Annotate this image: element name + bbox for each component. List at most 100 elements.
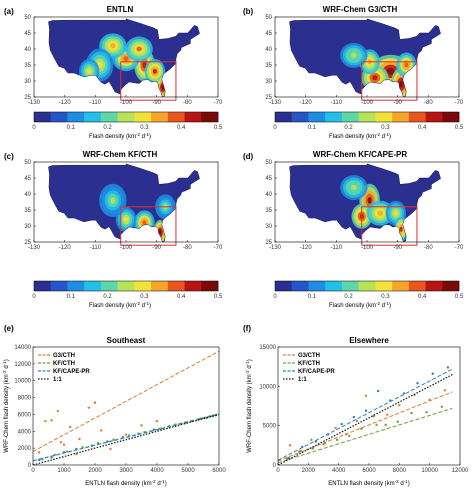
density-hotspot bbox=[142, 220, 147, 226]
legend-label: G3/CTH bbox=[298, 353, 320, 359]
y-tick-label: 50 bbox=[24, 160, 31, 166]
x-tick-label: -100 bbox=[120, 100, 133, 106]
data-point-g3-cth bbox=[59, 441, 63, 444]
data-point-kf-cth bbox=[158, 427, 162, 430]
x-tick-label: -130 bbox=[269, 245, 282, 251]
colorbar-swatch bbox=[50, 281, 68, 291]
colorbar-swatch bbox=[425, 281, 443, 291]
data-point-kf-cth bbox=[348, 434, 351, 438]
colorbar-swatch bbox=[201, 281, 219, 291]
colorbar-tick-label: 0.1 bbox=[67, 125, 76, 131]
y-tick-label: 2000 bbox=[18, 446, 32, 452]
colorbar-tick-label: 0.3 bbox=[140, 294, 149, 300]
x-tick-label: 5000 bbox=[181, 468, 195, 474]
colorbar-swatch bbox=[84, 281, 102, 291]
panel-letter: (c) bbox=[4, 152, 14, 161]
colorbar-swatch bbox=[358, 281, 376, 291]
x-tick-label: -110 bbox=[331, 245, 343, 251]
x-tick-label: -80 bbox=[424, 245, 433, 251]
map-title: WRF-Chem KF/CTH bbox=[83, 150, 158, 159]
data-point-kf-cape-pr bbox=[340, 422, 343, 426]
data-point-kf-cape-pr bbox=[352, 415, 356, 419]
colorbar-swatch bbox=[325, 112, 343, 122]
y-tick-label: 50 bbox=[265, 15, 272, 21]
data-point-kf-cth bbox=[335, 438, 339, 442]
colorbar-left: Flash density (km-2 d-1) 0 0.1 0.2 0.3 0.4 0.… bbox=[32, 111, 223, 140]
plot-content bbox=[33, 350, 219, 465]
data-point-kf-cape-pr bbox=[376, 389, 380, 393]
colorbar-tick-label: 0.2 bbox=[344, 294, 353, 300]
x-tick-label: -130 bbox=[28, 100, 41, 106]
colorbar-swatch bbox=[134, 112, 152, 122]
density-hotspot bbox=[372, 75, 378, 81]
x-tick-label: 0 bbox=[276, 468, 280, 474]
us-outline bbox=[289, 18, 441, 97]
colorbar-tick-label: 0.4 bbox=[418, 125, 427, 131]
scatter-panel-elsewhere: (f) Elsewhere ENTLN flash density (km-2 … bbox=[243, 324, 469, 487]
data-point-g3-cth bbox=[69, 425, 72, 429]
y-tick-label: 35 bbox=[265, 208, 272, 214]
x-tick-label: 12000 bbox=[452, 468, 469, 474]
x-tick-label: -120 bbox=[59, 245, 72, 251]
y-tick-label: 15000 bbox=[259, 345, 276, 351]
data-point-g3-cth bbox=[334, 426, 337, 430]
colorbar-tick-label: 0.3 bbox=[381, 125, 390, 131]
data-point-g3-cth bbox=[310, 438, 313, 442]
y-tick-label: 10000 bbox=[14, 379, 31, 385]
density-hotspot bbox=[87, 68, 92, 74]
colorbar-tick-label: 0 bbox=[273, 294, 277, 300]
density-hotspot bbox=[110, 197, 116, 204]
colorbar-swatch bbox=[34, 112, 52, 122]
density-hotspot bbox=[110, 43, 116, 49]
colorbar-swatch bbox=[275, 112, 293, 122]
density-hotspot bbox=[158, 229, 162, 235]
y-tick-label: 40 bbox=[24, 192, 31, 198]
colorbar-swatch bbox=[100, 112, 118, 122]
y-tick-label: 40 bbox=[265, 47, 272, 53]
x-tick-label: -120 bbox=[59, 100, 72, 106]
x-tick-label: -90 bbox=[152, 245, 161, 251]
y-tick-label: 6000 bbox=[18, 412, 32, 418]
colorbar-tick-label: 0.1 bbox=[308, 125, 317, 131]
southeast-box bbox=[120, 206, 177, 246]
data-point-kf-cape-pr bbox=[416, 381, 419, 385]
colorbar-swatch bbox=[167, 112, 185, 122]
density-hotspot bbox=[404, 62, 409, 68]
map-panel-a: (a) ENTLN -130 -120 -110 -100 -90 -80 -70 50 45 4… bbox=[4, 5, 223, 106]
map-panel-c: (c) WRF-Chem KF/CTH -130 -120 -110 -100 -90 -… bbox=[4, 150, 223, 251]
data-point-g3-cth bbox=[78, 437, 81, 441]
y-tick-label: 12000 bbox=[14, 362, 31, 368]
colorbar-frame bbox=[274, 280, 460, 292]
x-tick-label: 3000 bbox=[119, 468, 133, 474]
x-tick-label: -70 bbox=[214, 245, 223, 251]
legend-label: KF/CTH bbox=[298, 361, 320, 367]
colorbar-swatch bbox=[291, 112, 309, 122]
data-point-g3-cth bbox=[44, 419, 47, 423]
colorbar-swatch bbox=[184, 112, 202, 122]
colorbar-swatch bbox=[325, 281, 343, 291]
colorbar-swatch bbox=[117, 112, 135, 122]
y-tick-label: 40 bbox=[265, 192, 272, 198]
chart-title: Southeast bbox=[107, 336, 146, 345]
y-tick-label: 45 bbox=[265, 176, 272, 182]
data-point-g3-cth bbox=[38, 451, 41, 454]
y-tick-label: 45 bbox=[24, 31, 31, 37]
density-hotspot bbox=[399, 80, 404, 88]
data-point-kf-cape-pr bbox=[106, 440, 109, 443]
data-point-kf-cape-pr bbox=[402, 392, 406, 395]
colorbar-swatch bbox=[100, 281, 118, 291]
colorbar-swatch bbox=[117, 281, 135, 291]
x-tick-label: -100 bbox=[361, 100, 374, 106]
colorbar-frame bbox=[33, 111, 219, 123]
density-hotspot bbox=[399, 226, 403, 232]
y-tick-label: 45 bbox=[24, 176, 31, 182]
data-point-kf-cape-pr bbox=[446, 366, 450, 369]
fit-line-g3-cth bbox=[278, 391, 453, 462]
panel-letter: (b) bbox=[243, 7, 254, 16]
colorbar-tick-label: 0.2 bbox=[103, 125, 112, 131]
y-tick-label: 30 bbox=[265, 79, 272, 85]
colorbar-swatch bbox=[392, 281, 410, 291]
plot-content bbox=[278, 366, 453, 465]
x-tick-label: 6000 bbox=[362, 468, 376, 474]
